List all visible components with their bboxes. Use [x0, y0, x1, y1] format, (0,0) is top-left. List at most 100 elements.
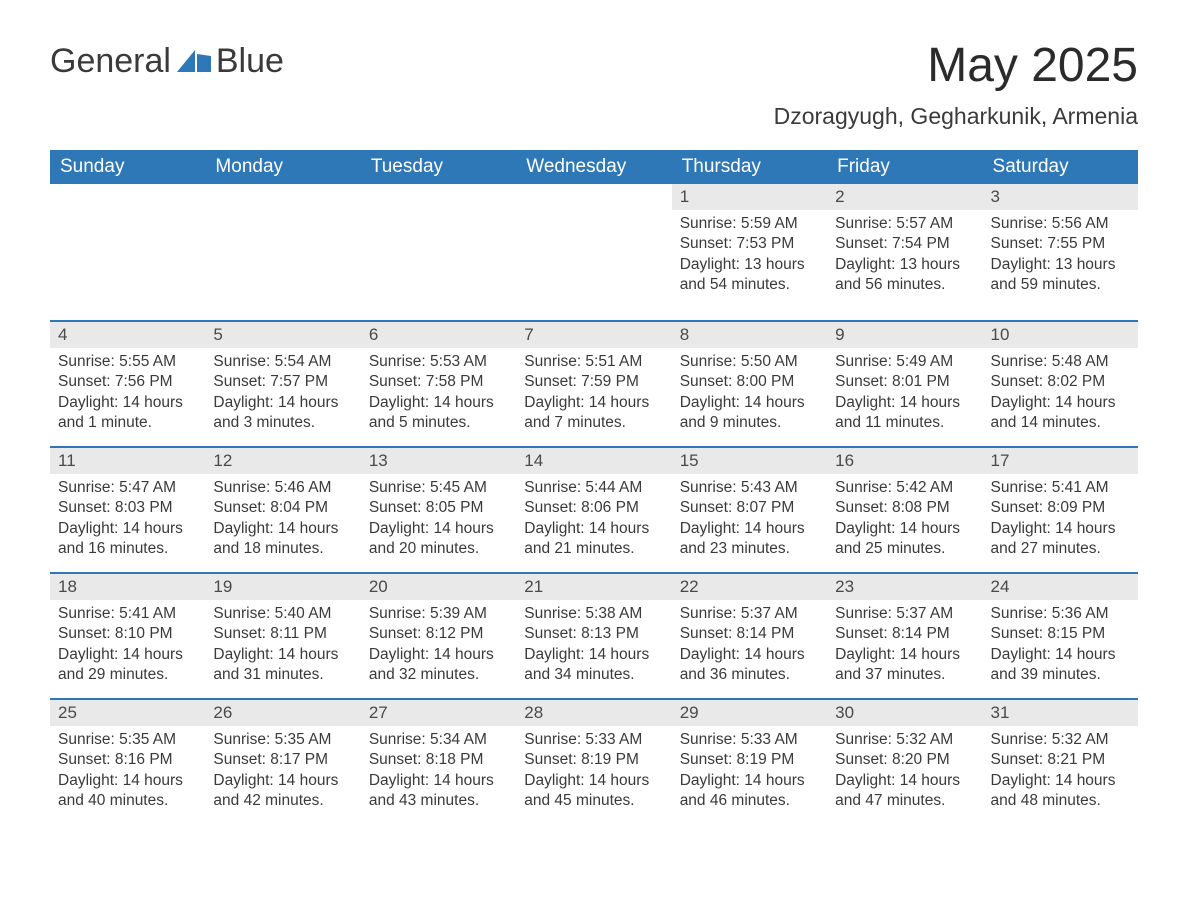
day-data: Sunrise: 5:54 AMSunset: 7:57 PMDaylight:… — [205, 348, 360, 436]
day-cell: 4Sunrise: 5:55 AMSunset: 7:56 PMDaylight… — [50, 310, 205, 436]
day-cell: 27Sunrise: 5:34 AMSunset: 8:18 PMDayligh… — [361, 688, 516, 814]
daylight-text: Daylight: 14 hours and 47 minutes. — [835, 771, 974, 812]
day-number: 7 — [516, 322, 671, 348]
day-cell: 31Sunrise: 5:32 AMSunset: 8:21 PMDayligh… — [983, 688, 1138, 814]
day-cell: 12Sunrise: 5:46 AMSunset: 8:04 PMDayligh… — [205, 436, 360, 562]
day-number: 11 — [50, 448, 205, 474]
sunrise-text: Sunrise: 5:32 AM — [835, 730, 974, 750]
day-number: 10 — [983, 322, 1138, 348]
sunset-text: Sunset: 8:16 PM — [58, 750, 197, 770]
day-number: 9 — [827, 322, 982, 348]
sunset-text: Sunset: 8:20 PM — [835, 750, 974, 770]
day-cell: 13Sunrise: 5:45 AMSunset: 8:05 PMDayligh… — [361, 436, 516, 562]
daylight-text: Daylight: 14 hours and 25 minutes. — [835, 519, 974, 560]
daylight-text: Daylight: 14 hours and 46 minutes. — [680, 771, 819, 812]
week-row: 11Sunrise: 5:47 AMSunset: 8:03 PMDayligh… — [50, 436, 1138, 562]
sunrise-text: Sunrise: 5:55 AM — [58, 352, 197, 372]
day-cell: 23Sunrise: 5:37 AMSunset: 8:14 PMDayligh… — [827, 562, 982, 688]
daylight-text: Daylight: 14 hours and 11 minutes. — [835, 393, 974, 434]
sunrise-text: Sunrise: 5:39 AM — [369, 604, 508, 624]
daylight-text: Daylight: 14 hours and 16 minutes. — [58, 519, 197, 560]
week-row: 1Sunrise: 5:59 AMSunset: 7:53 PMDaylight… — [50, 184, 1138, 310]
day-data: Sunrise: 5:33 AMSunset: 8:19 PMDaylight:… — [516, 726, 671, 814]
day-data: Sunrise: 5:42 AMSunset: 8:08 PMDaylight:… — [827, 474, 982, 562]
daylight-text: Daylight: 14 hours and 34 minutes. — [524, 645, 663, 686]
day-number: 22 — [672, 574, 827, 600]
day-data: Sunrise: 5:32 AMSunset: 8:20 PMDaylight:… — [827, 726, 982, 814]
day-data: Sunrise: 5:40 AMSunset: 8:11 PMDaylight:… — [205, 600, 360, 688]
sunset-text: Sunset: 8:18 PM — [369, 750, 508, 770]
day-cell — [516, 184, 671, 310]
day-number: 27 — [361, 700, 516, 726]
day-cell: 26Sunrise: 5:35 AMSunset: 8:17 PMDayligh… — [205, 688, 360, 814]
day-header: Wednesday — [516, 150, 671, 184]
sunset-text: Sunset: 7:59 PM — [524, 372, 663, 392]
day-cell: 22Sunrise: 5:37 AMSunset: 8:14 PMDayligh… — [672, 562, 827, 688]
daylight-text: Daylight: 14 hours and 23 minutes. — [680, 519, 819, 560]
location-label: Dzoragyugh, Gegharkunik, Armenia — [774, 103, 1138, 130]
day-cell: 18Sunrise: 5:41 AMSunset: 8:10 PMDayligh… — [50, 562, 205, 688]
day-data: Sunrise: 5:43 AMSunset: 8:07 PMDaylight:… — [672, 474, 827, 562]
header-row: General Blue May 2025 Dzoragyugh, Geghar… — [50, 40, 1138, 142]
day-number: 12 — [205, 448, 360, 474]
sunrise-text: Sunrise: 5:57 AM — [835, 214, 974, 234]
day-data: Sunrise: 5:32 AMSunset: 8:21 PMDaylight:… — [983, 726, 1138, 814]
sunrise-text: Sunrise: 5:45 AM — [369, 478, 508, 498]
daylight-text: Daylight: 14 hours and 27 minutes. — [991, 519, 1130, 560]
day-cell: 29Sunrise: 5:33 AMSunset: 8:19 PMDayligh… — [672, 688, 827, 814]
day-header: Saturday — [983, 150, 1138, 184]
day-number: 18 — [50, 574, 205, 600]
day-data: Sunrise: 5:38 AMSunset: 8:13 PMDaylight:… — [516, 600, 671, 688]
sunrise-text: Sunrise: 5:41 AM — [58, 604, 197, 624]
sunrise-text: Sunrise: 5:49 AM — [835, 352, 974, 372]
day-cell: 24Sunrise: 5:36 AMSunset: 8:15 PMDayligh… — [983, 562, 1138, 688]
calendar-header: SundayMondayTuesdayWednesdayThursdayFrid… — [50, 150, 1138, 184]
day-cell: 9 Sunrise: 5:49 AMSunset: 8:01 PMDaylight… — [827, 310, 982, 436]
sunrise-text: Sunrise: 5:38 AM — [524, 604, 663, 624]
sunset-text: Sunset: 8:21 PM — [991, 750, 1130, 770]
brand-logo: General Blue — [50, 40, 284, 78]
sunrise-text: Sunrise: 5:54 AM — [213, 352, 352, 372]
day-cell: 6Sunrise: 5:53 AMSunset: 7:58 PMDaylight… — [361, 310, 516, 436]
day-cell: 11Sunrise: 5:47 AMSunset: 8:03 PMDayligh… — [50, 436, 205, 562]
day-cell: 15Sunrise: 5:43 AMSunset: 8:07 PMDayligh… — [672, 436, 827, 562]
day-number: 26 — [205, 700, 360, 726]
day-number: 13 — [361, 448, 516, 474]
sunset-text: Sunset: 7:55 PM — [991, 234, 1130, 254]
daylight-text: Daylight: 14 hours and 20 minutes. — [369, 519, 508, 560]
daylight-text: Daylight: 14 hours and 39 minutes. — [991, 645, 1130, 686]
day-number: 19 — [205, 574, 360, 600]
day-number: 30 — [827, 700, 982, 726]
sunrise-text: Sunrise: 5:46 AM — [213, 478, 352, 498]
daylight-text: Daylight: 14 hours and 32 minutes. — [369, 645, 508, 686]
day-number: 21 — [516, 574, 671, 600]
logo-text-block: General Blue — [50, 40, 284, 78]
day-cell: 7Sunrise: 5:51 AMSunset: 7:59 PMDaylight… — [516, 310, 671, 436]
day-cell: 1Sunrise: 5:59 AMSunset: 7:53 PMDaylight… — [672, 184, 827, 310]
daylight-text: Daylight: 14 hours and 21 minutes. — [524, 519, 663, 560]
day-cell: 25Sunrise: 5:35 AMSunset: 8:16 PMDayligh… — [50, 688, 205, 814]
day-data: Sunrise: 5:47 AMSunset: 8:03 PMDaylight:… — [50, 474, 205, 562]
sunrise-text: Sunrise: 5:51 AM — [524, 352, 663, 372]
sunset-text: Sunset: 8:14 PM — [680, 624, 819, 644]
sunrise-text: Sunrise: 5:47 AM — [58, 478, 197, 498]
sunrise-text: Sunrise: 5:33 AM — [524, 730, 663, 750]
day-data: Sunrise: 5:46 AMSunset: 8:04 PMDaylight:… — [205, 474, 360, 562]
sunset-text: Sunset: 8:06 PM — [524, 498, 663, 518]
day-number: 8 — [672, 322, 827, 348]
day-cell: 2Sunrise: 5:57 AMSunset: 7:54 PMDaylight… — [827, 184, 982, 310]
day-cell: 21Sunrise: 5:38 AMSunset: 8:13 PMDayligh… — [516, 562, 671, 688]
title-block: May 2025 Dzoragyugh, Gegharkunik, Armeni… — [774, 40, 1138, 142]
day-cell: 30Sunrise: 5:32 AMSunset: 8:20 PMDayligh… — [827, 688, 982, 814]
sunset-text: Sunset: 8:01 PM — [835, 372, 974, 392]
sunrise-text: Sunrise: 5:33 AM — [680, 730, 819, 750]
daylight-text: Daylight: 13 hours and 54 minutes. — [680, 255, 819, 296]
sunset-text: Sunset: 7:58 PM — [369, 372, 508, 392]
week-row: 25Sunrise: 5:35 AMSunset: 8:16 PMDayligh… — [50, 688, 1138, 814]
sunrise-text: Sunrise: 5:43 AM — [680, 478, 819, 498]
sunset-text: Sunset: 8:04 PM — [213, 498, 352, 518]
daylight-text: Daylight: 14 hours and 43 minutes. — [369, 771, 508, 812]
day-cell — [50, 184, 205, 310]
sunset-text: Sunset: 8:00 PM — [680, 372, 819, 392]
calendar-page: General Blue May 2025 Dzoragyugh, Geghar… — [0, 0, 1188, 918]
